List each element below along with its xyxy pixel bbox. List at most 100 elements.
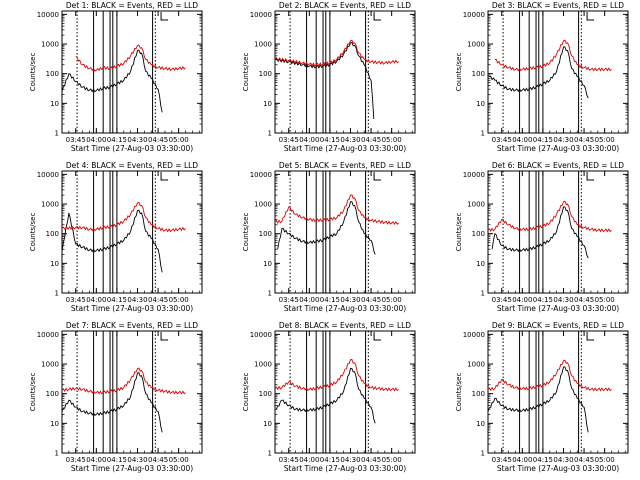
y-tick-label: 1000 [254,361,272,369]
panel-det-2: Det 2: BLACK = Events, RED = LLD Counts/s… [242,1,416,153]
x-tick-label: 04:30 [553,456,573,464]
panel-det-4: Det 4: BLACK = Events, RED = LLD Counts/s… [29,161,203,313]
lld-series-line [61,201,186,233]
y-tick-label: 1000 [467,201,485,209]
y-tick-label: 100 [46,390,59,398]
x-tick-label: 04:45 [148,296,168,304]
x-tick-label: 03:45 [279,296,299,304]
panel-det-3: Det 3: BLACK = Events, RED = LLD Counts/s… [455,1,629,153]
y-tick-label: 10000 [250,11,272,19]
y-tick-label: 100 [259,390,272,398]
x-tick-label: 04:15 [320,456,340,464]
bracket-glyph [160,332,169,341]
y-tick-label: 10000 [37,171,59,179]
x-tick-label: 04:00 [512,136,532,144]
x-tick-label: 04:00 [512,456,532,464]
x-axis-label: Start Time (27-Aug-03 03:30:00) [284,304,406,313]
y-tick-label: 10 [50,260,59,268]
x-axis-label: Start Time (27-Aug-03 03:30:00) [284,144,406,153]
events-series-line [274,41,375,119]
y-tick-label: 10 [263,260,272,268]
panel-title: Det 9: BLACK = Events, RED = LLD [492,321,624,330]
y-axis-label: Counts/sec [242,213,250,252]
x-tick-label: 04:00 [299,456,319,464]
bracket-glyph [373,12,382,21]
panel-det-7: Det 7: BLACK = Events, RED = LLD Counts/s… [29,321,203,473]
y-tick-label: 1000 [467,41,485,49]
x-axis-label: Start Time (27-Aug-03 03:30:00) [71,144,193,153]
bracket-glyph [160,12,169,21]
x-tick-label: 04:15 [533,456,553,464]
plot-frame [487,170,629,294]
x-tick-label: 04:45 [361,296,381,304]
y-axis-label: Counts/sec [29,53,37,92]
y-tick-label: 1 [481,130,485,138]
x-tick-label: 04:30 [553,136,573,144]
y-tick-label: 1 [55,290,59,298]
x-tick-label: 03:45 [279,136,299,144]
x-tick-label: 03:45 [492,136,512,144]
lld-series-line [75,44,186,72]
events-series-line [61,372,163,433]
lld-series-line [61,367,186,395]
x-tick-label: 04:15 [107,136,127,144]
lld-series-line [487,200,612,233]
x-tick-label: 04:45 [574,456,594,464]
x-tick-label: 05:00 [595,296,615,304]
x-tick-label: 04:30 [340,456,360,464]
x-tick-label: 05:00 [169,296,189,304]
plot-frame [274,330,416,454]
x-tick-label: 04:15 [107,456,127,464]
x-axis-label: Start Time (27-Aug-03 03:30:00) [497,304,619,313]
x-tick-label: 04:45 [361,136,381,144]
y-tick-label: 10000 [250,171,272,179]
y-tick-label: 100 [472,390,485,398]
x-tick-label: 04:30 [340,136,360,144]
y-tick-label: 100 [46,70,59,78]
x-tick-label: 05:00 [595,456,615,464]
x-axis-label: Start Time (27-Aug-03 03:30:00) [497,464,619,473]
lld-series-line [494,39,612,72]
panel-det-8: Det 8: BLACK = Events, RED = LLD Counts/s… [242,321,416,473]
y-tick-label: 10000 [463,331,485,339]
panel-title: Det 3: BLACK = Events, RED = LLD [492,1,624,10]
y-tick-label: 1 [268,450,272,458]
panel-det-9: Det 9: BLACK = Events, RED = LLD Counts/s… [455,321,629,473]
x-tick-label: 04:45 [574,136,594,144]
y-axis-label: Counts/sec [455,53,463,92]
x-tick-label: 03:45 [66,296,86,304]
events-series-line [277,201,376,255]
x-tick-label: 04:00 [86,136,106,144]
plot-frame [487,10,629,134]
x-axis-label: Start Time (27-Aug-03 03:30:00) [497,144,619,153]
x-tick-label: 04:30 [127,296,147,304]
y-axis-label: Counts/sec [455,373,463,412]
y-tick-label: 10 [476,420,485,428]
x-tick-label: 04:30 [340,296,360,304]
y-tick-label: 100 [259,70,272,78]
x-tick-label: 04:15 [533,136,553,144]
y-tick-label: 1000 [41,41,59,49]
events-series-line [61,49,163,113]
bracket-glyph [586,332,595,341]
y-axis-label: Counts/sec [242,373,250,412]
y-tick-label: 10 [50,100,59,108]
x-tick-label: 05:00 [169,456,189,464]
y-tick-label: 1 [268,130,272,138]
panel-title: Det 8: BLACK = Events, RED = LLD [279,321,411,330]
plot-frame [61,10,203,134]
panel-title: Det 5: BLACK = Events, RED = LLD [279,161,411,170]
y-tick-label: 10000 [37,331,59,339]
y-tick-label: 1 [481,450,485,458]
x-tick-label: 04:45 [574,296,594,304]
x-tick-label: 04:00 [86,456,106,464]
y-axis-label: Counts/sec [29,373,37,412]
y-tick-label: 10000 [463,11,485,19]
x-tick-label: 04:00 [299,296,319,304]
x-tick-label: 05:00 [595,136,615,144]
lld-series-line [274,359,399,392]
y-tick-label: 1000 [254,201,272,209]
y-axis-label: Counts/sec [29,213,37,252]
x-tick-label: 04:30 [127,456,147,464]
x-tick-label: 03:45 [492,456,512,464]
